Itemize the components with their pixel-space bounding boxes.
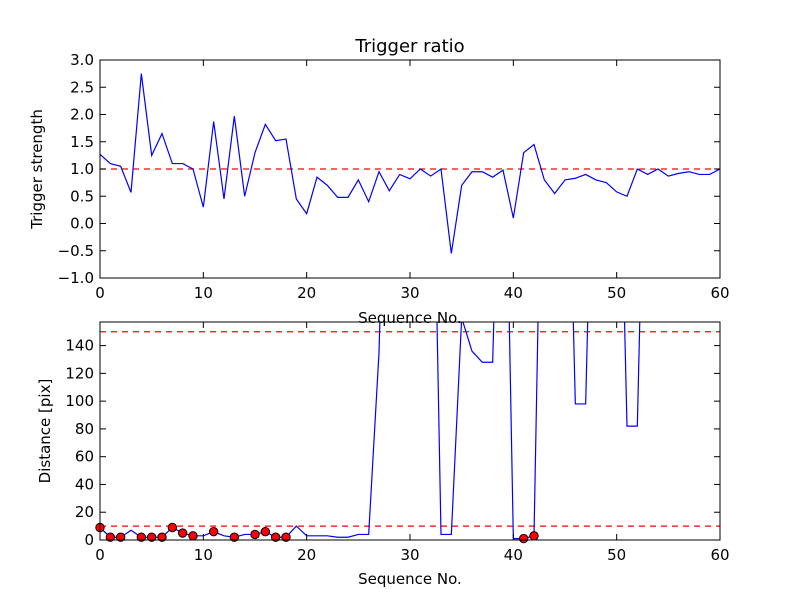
data-point-marker: [105, 532, 116, 542]
data-point-marker: [167, 522, 178, 533]
y-tick-label: 80: [75, 420, 94, 438]
y-tick-label: −1.0: [58, 269, 94, 287]
y-tick-label: 2.5: [70, 78, 94, 96]
data-point-marker: [146, 532, 157, 542]
data-point-marker: [281, 532, 291, 542]
data-point-marker: [115, 532, 126, 542]
data-point-marker: [177, 528, 188, 538]
data-point-marker: [250, 529, 260, 540]
y-tick-label: 1.0: [70, 160, 94, 178]
data-point-marker: [260, 526, 271, 537]
data-point-marker: [208, 526, 219, 537]
y-axis-label: Distance [pix]: [36, 379, 54, 484]
y-tick-label: 0: [84, 531, 94, 549]
series-line: [100, 73, 720, 254]
series-line: [100, 322, 641, 540]
y-tick-label: 0.5: [70, 187, 94, 205]
trigger-ratio-chart: Trigger ratio 0 10 20 30 40 50 60 −1.0 −0.5 0.0 0.…: [28, 36, 730, 327]
x-tick-label: 40: [504, 546, 523, 564]
data-point-marker: [136, 532, 147, 542]
y-tick-label: 120: [65, 364, 94, 382]
data-point-marker: [229, 532, 240, 542]
y-tick-label: 2.0: [70, 106, 94, 124]
plot-frame: [99, 321, 721, 541]
data-point-marker: [270, 532, 281, 542]
x-tick-label: 30: [400, 546, 419, 564]
x-tick-label: 50: [607, 546, 626, 564]
y-tick-label: 0.0: [70, 215, 94, 233]
x-tick-label: 60: [710, 284, 729, 302]
x-tick-label: 10: [194, 284, 213, 302]
y-tick-label: 1.5: [70, 133, 94, 151]
chart-title: Trigger ratio: [354, 36, 464, 57]
y-tick-label: −0.5: [58, 242, 94, 260]
y-tick-label: 3.0: [70, 51, 94, 69]
x-tick-label: 10: [194, 546, 213, 564]
x-tick-label: 50: [607, 284, 626, 302]
x-tick-label: 30: [400, 284, 419, 302]
x-tick-label: 40: [504, 284, 523, 302]
data-point-marker: [518, 533, 529, 544]
y-tick-label: 40: [75, 475, 94, 493]
y-tick-label: 20: [75, 503, 94, 521]
x-tick-label: 20: [297, 546, 316, 564]
data-point-marker: [529, 531, 539, 541]
y-tick-label: 60: [75, 448, 94, 466]
y-tick-label: 100: [65, 392, 94, 410]
data-point-marker: [157, 532, 167, 542]
x-axis-label: Sequence No.: [358, 570, 462, 588]
data-point-marker: [188, 531, 198, 541]
y-axis-label: Trigger strength: [28, 109, 46, 230]
x-tick-label: 0: [95, 284, 105, 302]
x-tick-label: 20: [297, 284, 316, 302]
distance-chart: 0 10 20 30 40 50 60 0 20 40 60 80 100 120 140 Sequence…: [36, 321, 730, 588]
y-tick-label: 140: [65, 337, 94, 355]
x-tick-label: 60: [710, 546, 729, 564]
x-tick-label: 0: [95, 546, 105, 564]
